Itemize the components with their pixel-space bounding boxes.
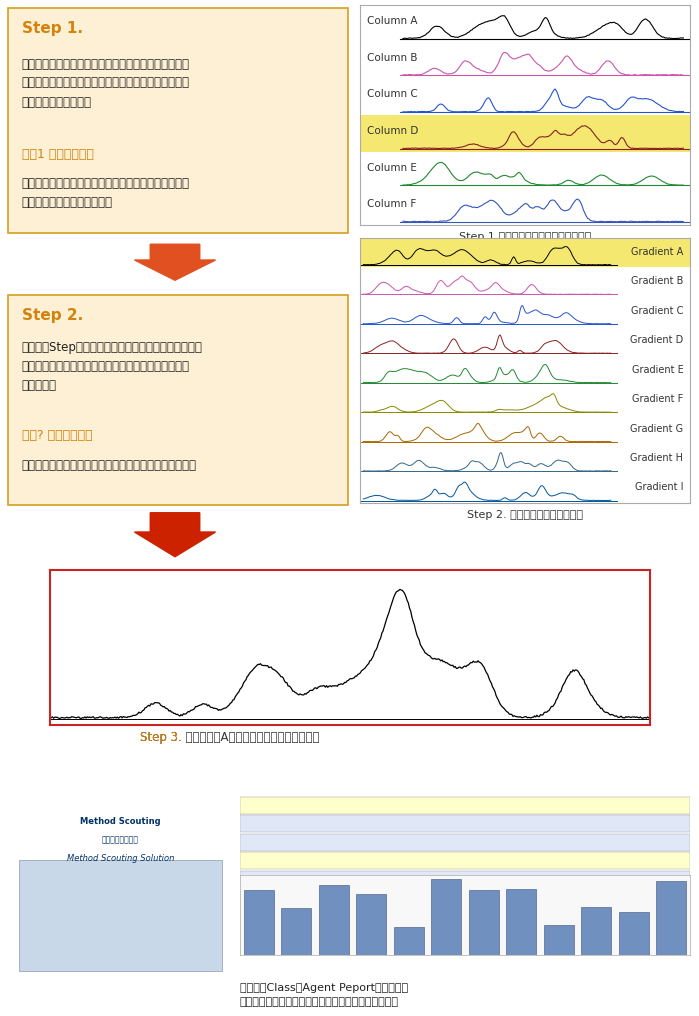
Text: Gradient H: Gradient H [630, 453, 684, 463]
Text: 评价1 色谱图的确认: 评价1 色谱图的确认 [22, 147, 94, 161]
Text: Method Scouting Solution: Method Scouting Solution [67, 854, 174, 864]
Text: Step 3.: Step 3. [140, 732, 182, 745]
Text: Step 2.: Step 2. [22, 308, 83, 323]
Bar [356, 894, 387, 955]
FancyArrow shape [134, 244, 215, 280]
Text: 摸索流动相与色谱柱。如果制作基本方法，那么，之后
由软件自动设置流动相和色谱柱的组合。最大限度地降
低了方法制作时的错误: 摸索流动相与色谱柱。如果制作基本方法，那么，之后 由软件自动设置流动相和色谱柱的… [22, 58, 189, 109]
Text: Gradient F: Gradient F [632, 394, 684, 404]
FancyBboxPatch shape [240, 889, 690, 906]
Text: 使用通过Step确定的流动相与色谱柱，摸索梯度条件。
这时也只需进行基本设置，之后由软件自动变更设置，
获取数据。: 使用通过Step确定的流动相与色谱柱，摸索梯度条件。 这时也只需进行基本设置，之… [22, 341, 203, 392]
Text: Gradient G: Gradient G [630, 424, 684, 434]
FancyBboxPatch shape [240, 816, 690, 832]
Text: Column A: Column A [366, 16, 417, 26]
Bar [244, 890, 274, 955]
Text: Gradient C: Gradient C [631, 306, 684, 316]
Text: Step 3. 完成色谱柱A与梯度组合的最适合的方法。: Step 3. 完成色谱柱A与梯度组合的最适合的方法。 [140, 732, 319, 745]
Bar [619, 911, 649, 955]
Bar [394, 927, 424, 955]
Bar [656, 882, 686, 955]
FancyBboxPatch shape [8, 295, 348, 505]
FancyBboxPatch shape [240, 797, 690, 814]
Text: Step 1.摸索最适合的流动相与色谱柱。: Step 1.摸索最适合的流动相与色谱柱。 [459, 232, 591, 242]
Bar [281, 908, 311, 955]
Text: 専用ソフトウェア: 専用ソフトウェア [102, 836, 139, 844]
Text: Step 2. 摸索最适合的梯度条件。: Step 2. 摸索最适合的梯度条件。 [467, 510, 583, 520]
Bar [544, 925, 574, 955]
Text: Method Scouting: Method Scouting [80, 817, 161, 826]
FancyBboxPatch shape [240, 871, 690, 888]
FancyBboxPatch shape [240, 852, 690, 869]
Text: Column C: Column C [366, 89, 417, 100]
Bar [431, 879, 461, 955]
Text: Column F: Column F [366, 199, 416, 209]
Text: Gradient A: Gradient A [631, 247, 684, 257]
Text: 如果使用Class－Agent Peport（选配），
根据获得的色谱图，利用峰分离度，可以计算出评价值: 如果使用Class－Agent Peport（选配）， 根据获得的色谱图，利用峰… [240, 983, 408, 1007]
FancyBboxPatch shape [240, 834, 690, 850]
Text: Gradient D: Gradient D [630, 335, 684, 345]
FancyBboxPatch shape [20, 860, 222, 970]
Text: Column D: Column D [366, 126, 418, 136]
Text: 评价? 色谱图的确认: 评价? 色谱图的确认 [22, 430, 92, 442]
Text: Step 1.: Step 1. [22, 21, 82, 37]
FancyBboxPatch shape [8, 8, 348, 233]
FancyBboxPatch shape [360, 238, 690, 267]
Bar [582, 907, 611, 955]
Text: Gradient B: Gradient B [631, 276, 684, 287]
FancyBboxPatch shape [240, 908, 690, 925]
FancyBboxPatch shape [240, 927, 690, 943]
Bar [469, 890, 499, 955]
Text: Column E: Column E [366, 163, 417, 173]
FancyBboxPatch shape [360, 115, 690, 151]
Bar [506, 889, 536, 955]
Text: Gradient E: Gradient E [632, 365, 684, 375]
Text: Gradient I: Gradient I [635, 483, 684, 493]
Bar [319, 885, 349, 955]
Text: Column B: Column B [366, 53, 417, 63]
Text: 综合判断峰检出数、分离度以及洗脱时间，找出适合分
析目标成分的色谱柱和流动相: 综合判断峰检出数、分离度以及洗脱时间，找出适合分 析目标成分的色谱柱和流动相 [22, 177, 189, 208]
Text: 综合判断峰检出数、分离度以及洗脱时间，找出最优条件: 综合判断峰检出数、分离度以及洗脱时间，找出最优条件 [22, 459, 196, 471]
FancyArrow shape [134, 513, 215, 557]
